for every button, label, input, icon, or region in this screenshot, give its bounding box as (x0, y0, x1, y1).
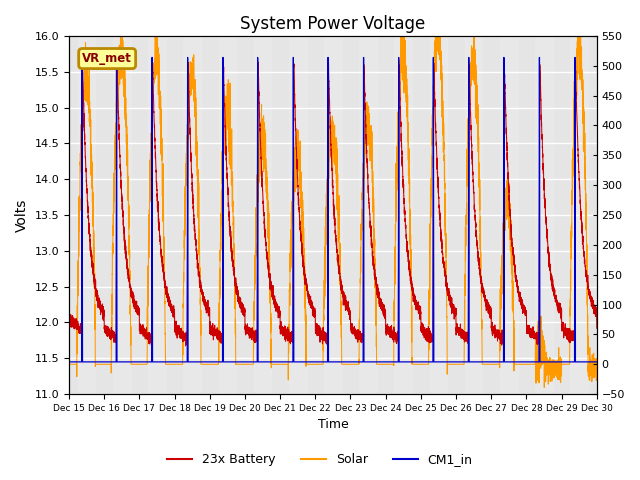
Bar (535, 36, 553, 394)
Bar (359, 36, 377, 394)
X-axis label: Time: Time (317, 419, 348, 432)
Bar (289, 36, 307, 394)
Bar (184, 36, 201, 394)
Bar (78, 36, 95, 394)
Bar (148, 36, 166, 394)
Bar (429, 36, 447, 394)
Text: VR_met: VR_met (82, 52, 132, 65)
Legend: 23x Battery, Solar, CM1_in: 23x Battery, Solar, CM1_in (163, 448, 477, 471)
Bar (394, 36, 412, 394)
Y-axis label: Volts: Volts (15, 198, 29, 232)
Title: System Power Voltage: System Power Voltage (240, 15, 426, 33)
Bar (113, 36, 131, 394)
Bar (500, 36, 518, 394)
Bar (218, 36, 236, 394)
Bar (324, 36, 342, 394)
Bar (253, 36, 271, 394)
Bar (465, 36, 483, 394)
Bar (570, 36, 588, 394)
